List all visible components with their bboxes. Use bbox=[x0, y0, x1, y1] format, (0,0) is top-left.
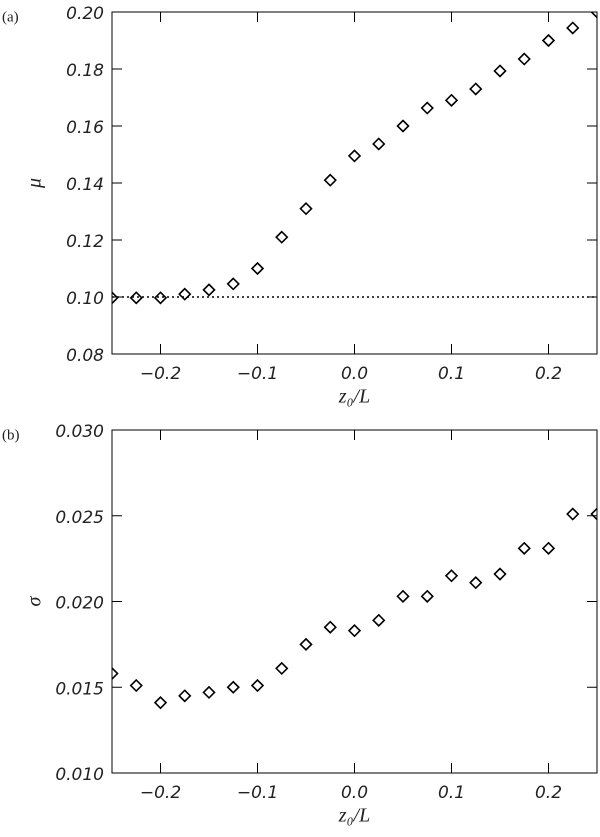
y-tick-label: 0.14 bbox=[66, 175, 104, 195]
marker bbox=[250, 678, 265, 693]
marker bbox=[517, 52, 531, 66]
y-tick-label: 0.030 bbox=[55, 422, 104, 442]
x-tick-label: −0.1 bbox=[237, 364, 278, 384]
marker bbox=[226, 277, 240, 291]
markers bbox=[112, 12, 597, 305]
marker bbox=[153, 696, 168, 710]
marker bbox=[469, 576, 483, 590]
marker bbox=[112, 291, 119, 305]
marker bbox=[178, 287, 192, 301]
x-tick-label: −0.1 bbox=[237, 783, 278, 803]
marker bbox=[153, 291, 168, 305]
marker bbox=[590, 507, 597, 521]
x-axis-label: z₀/L bbox=[338, 386, 370, 408]
marker bbox=[112, 666, 119, 681]
marker bbox=[444, 93, 459, 107]
marker bbox=[420, 589, 434, 603]
marker bbox=[493, 64, 507, 78]
panel-label: (b) bbox=[2, 427, 20, 443]
x-tick-label: −0.2 bbox=[140, 364, 181, 384]
y-tick-label: 0.015 bbox=[55, 679, 104, 699]
marker bbox=[396, 119, 410, 133]
y-tick-label: 0.010 bbox=[55, 765, 104, 785]
y-axis-label: σ bbox=[24, 595, 46, 606]
marker bbox=[178, 689, 192, 703]
panel: (a) −0.2 −0.1 0.0 0.1 0.2 0.08 0.10 0.12 0.14 0.16… bbox=[2, 4, 598, 408]
y-tick-label: 0.08 bbox=[66, 346, 104, 366]
marker bbox=[372, 137, 386, 151]
panel-label: (a) bbox=[2, 9, 19, 25]
marker bbox=[275, 230, 289, 244]
marker bbox=[299, 637, 313, 652]
x-tick-label: 0.2 bbox=[535, 783, 562, 803]
marker bbox=[250, 261, 265, 276]
panel: (b) −0.2 −0.1 0.0 0.1 0.2 0.010 0.015 0.020 0.025… bbox=[2, 422, 598, 827]
marker bbox=[566, 507, 580, 521]
marker bbox=[323, 173, 337, 187]
x-tick-label: 0.1 bbox=[438, 783, 465, 803]
marker bbox=[323, 620, 337, 634]
marker bbox=[493, 567, 507, 581]
plot-frame bbox=[111, 429, 598, 774]
marker bbox=[566, 21, 580, 35]
marker bbox=[129, 678, 143, 693]
marker bbox=[129, 291, 143, 305]
marker bbox=[541, 33, 556, 48]
x-tick-label: −0.2 bbox=[140, 783, 181, 803]
marker bbox=[347, 149, 362, 163]
x-tick-label: 0.0 bbox=[341, 364, 368, 384]
x-tick-label: 0.2 bbox=[535, 364, 562, 384]
plot-frame bbox=[111, 11, 598, 355]
marker bbox=[517, 541, 531, 555]
markers bbox=[112, 507, 597, 710]
y-tick-label: 0.12 bbox=[66, 232, 104, 252]
marker bbox=[226, 680, 240, 694]
marker bbox=[347, 624, 362, 638]
marker bbox=[444, 569, 459, 583]
marker bbox=[299, 202, 313, 216]
y-tick-label: 0.10 bbox=[66, 289, 104, 309]
y-tick-label: 0.20 bbox=[66, 4, 104, 24]
y-axis-label: μ bbox=[24, 178, 46, 189]
x-tick-label: 0.0 bbox=[341, 783, 368, 803]
y-tick-label: 0.18 bbox=[66, 61, 104, 81]
marker bbox=[396, 589, 410, 603]
marker bbox=[202, 685, 216, 700]
x-axis-label: z₀/L bbox=[338, 805, 370, 827]
marker bbox=[275, 661, 289, 676]
marker bbox=[202, 283, 216, 297]
x-tick-label: 0.1 bbox=[438, 364, 465, 384]
marker bbox=[420, 101, 434, 115]
marker bbox=[469, 82, 483, 96]
y-tick-label: 0.020 bbox=[55, 594, 104, 614]
marker bbox=[541, 541, 556, 555]
y-tick-label: 0.025 bbox=[55, 508, 104, 528]
y-tick-label: 0.16 bbox=[66, 118, 104, 138]
marker bbox=[372, 613, 386, 627]
